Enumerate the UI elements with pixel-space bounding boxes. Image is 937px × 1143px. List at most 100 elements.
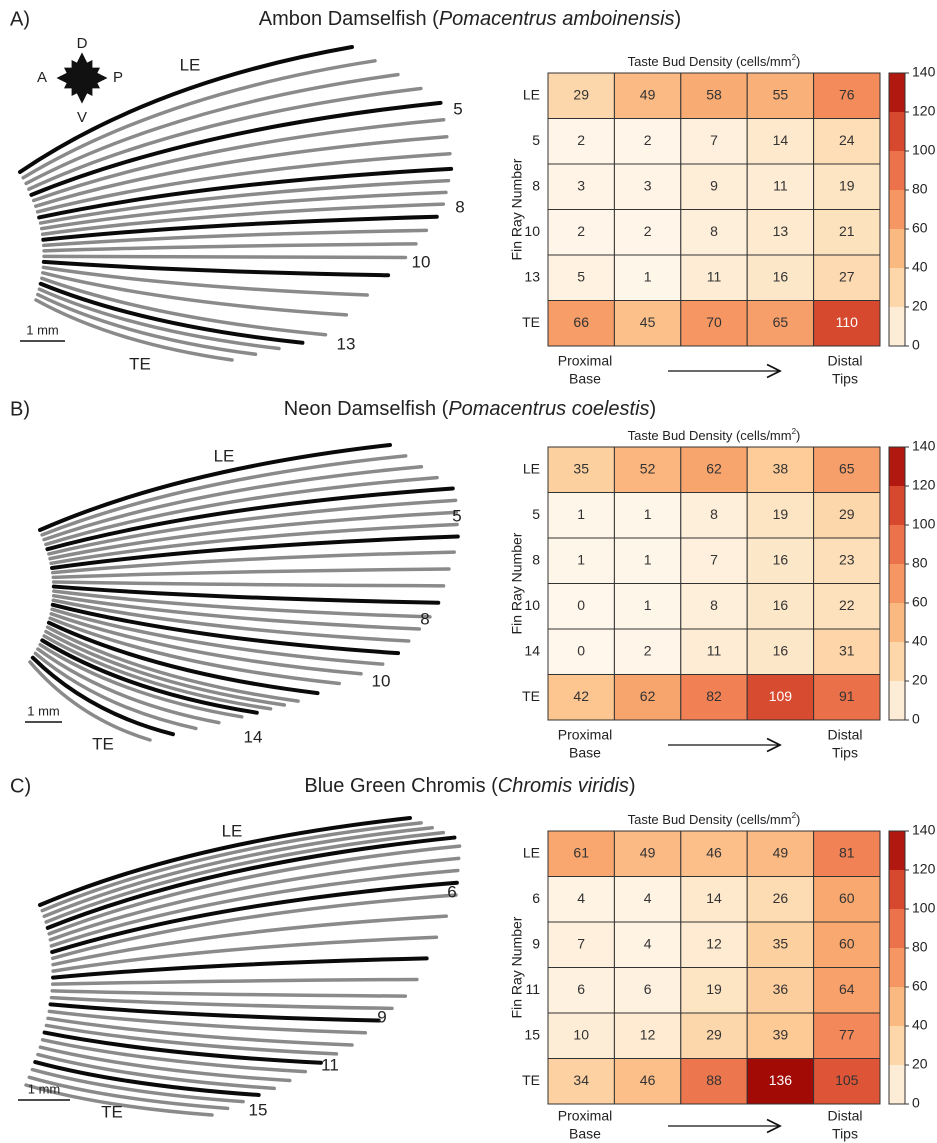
y-axis-label: Fin Ray Number [509, 916, 525, 1018]
cell-value: 2 [644, 223, 652, 239]
cell-value: 10 [573, 1026, 589, 1042]
cell-value: 49 [640, 86, 656, 102]
cell-value: 1 [644, 551, 652, 567]
cell-value: 39 [773, 1026, 789, 1042]
cell-value: 46 [706, 844, 722, 860]
row-label: 9 [532, 935, 540, 951]
compass-label: P [113, 69, 123, 86]
cell-value: 61 [573, 844, 589, 860]
row-label: TE [522, 314, 540, 330]
row-label: 5 [532, 132, 540, 148]
title-close: ) [629, 775, 636, 797]
row-label: 14 [524, 642, 540, 658]
cell-value: 31 [839, 642, 855, 658]
colorbar-tick-label: 140 [912, 64, 936, 80]
x-end-label: Distal [827, 353, 862, 369]
panel-label: A) [10, 8, 30, 30]
x-start-label: Proximal [558, 1108, 612, 1124]
row-label: 11 [525, 981, 540, 997]
ray-label: 8 [455, 197, 464, 216]
cell-value: 35 [773, 935, 789, 951]
ray-label: 9 [377, 1007, 386, 1026]
colorbar-band [889, 1065, 905, 1104]
cell-value: 0 [577, 597, 585, 613]
cell-value: 16 [773, 268, 789, 284]
cell-value: 27 [839, 268, 855, 284]
cell-value: 29 [706, 1026, 722, 1042]
fin-label: TE [129, 354, 151, 373]
row-label: 8 [532, 177, 540, 193]
colorbar-tick-label: 20 [912, 298, 928, 314]
ray-label: 10 [412, 252, 431, 271]
colorbar-tick-label: 0 [912, 711, 920, 727]
colorbar-band [889, 909, 905, 948]
colorbar-tick-label: 40 [912, 259, 928, 275]
colorbar-band [889, 831, 905, 870]
colorbar-tick-label: 0 [912, 1095, 920, 1111]
row-label: LE [523, 460, 540, 476]
colorbar-band [889, 987, 905, 1026]
colorbar-tick-label: 100 [912, 516, 936, 532]
heatmap-title-close: ) [796, 54, 800, 69]
compass-label: V [77, 109, 87, 126]
x-end-label: Distal [827, 727, 862, 743]
heatmap-title: Taste Bud Density (cells/mm2) [628, 811, 801, 827]
colorbar-band [889, 151, 905, 190]
fin-ray [53, 569, 449, 577]
title-name: Ambon Damselfish ( [259, 8, 439, 30]
ray-label: 14 [244, 727, 263, 746]
panel: B)Neon Damselfish (Pomacentrus coelestis… [10, 398, 936, 760]
y-axis-label: Fin Ray Number [509, 532, 525, 634]
cell-value: 88 [706, 1072, 722, 1088]
heatmap-title: Taste Bud Density (cells/mm2) [628, 427, 801, 443]
cell-value: 77 [839, 1026, 855, 1042]
heatmap-title-close: ) [796, 812, 800, 827]
cell-value: 62 [706, 460, 722, 476]
cell-value: 62 [640, 688, 656, 704]
cell-value: 16 [773, 597, 789, 613]
colorbar-band [889, 642, 905, 681]
colorbar-tick-label: 0 [912, 337, 920, 353]
x-end-label: Tips [832, 1126, 858, 1142]
cell-value: 7 [710, 551, 718, 567]
colorbar-tick-label: 120 [912, 861, 936, 877]
scale-label: 1 mm [27, 703, 60, 718]
cell-value: 60 [839, 935, 855, 951]
row-label: 15 [524, 1026, 540, 1042]
cell-value: 0 [577, 642, 585, 658]
cell-value: 9 [710, 177, 718, 193]
cell-value: 2 [644, 642, 652, 658]
cell-value: 66 [573, 314, 589, 330]
cell-value: 16 [773, 551, 789, 567]
fin-ray [54, 587, 438, 603]
x-start-label: Proximal [558, 353, 612, 369]
cell-value: 70 [706, 314, 722, 330]
cell-value: 7 [710, 132, 718, 148]
colorbar-tick-label: 100 [912, 142, 936, 158]
fin-ray [52, 991, 405, 996]
title-species: Pomacentrus coelestis [448, 398, 649, 420]
colorbar-tick-label: 140 [912, 822, 936, 838]
scale-label: 1 mm [28, 1081, 61, 1096]
cell-value: 16 [773, 642, 789, 658]
colorbar-tick-label: 80 [912, 181, 928, 197]
fin-ray [44, 256, 405, 257]
panel-title: Neon Damselfish (Pomacentrus coelestis) [284, 398, 656, 420]
cell-value: 8 [710, 223, 718, 239]
colorbar-band [889, 681, 905, 720]
row-label: 10 [524, 223, 540, 239]
cell-value: 13 [773, 223, 789, 239]
panel: A)Ambon Damselfish (Pomacentrus amboinen… [10, 8, 936, 386]
cell-value: 105 [835, 1072, 859, 1088]
cell-value: 42 [573, 688, 589, 704]
cell-value: 4 [577, 890, 585, 906]
cell-value: 11 [773, 177, 788, 193]
row-label: TE [522, 1072, 540, 1088]
cell-value: 35 [573, 460, 589, 476]
cell-value: 58 [706, 86, 722, 102]
colorbar-band [889, 486, 905, 525]
cell-value: 1 [577, 506, 585, 522]
cell-value: 60 [839, 890, 855, 906]
cell-value: 3 [577, 177, 585, 193]
cell-value: 1 [644, 597, 652, 613]
